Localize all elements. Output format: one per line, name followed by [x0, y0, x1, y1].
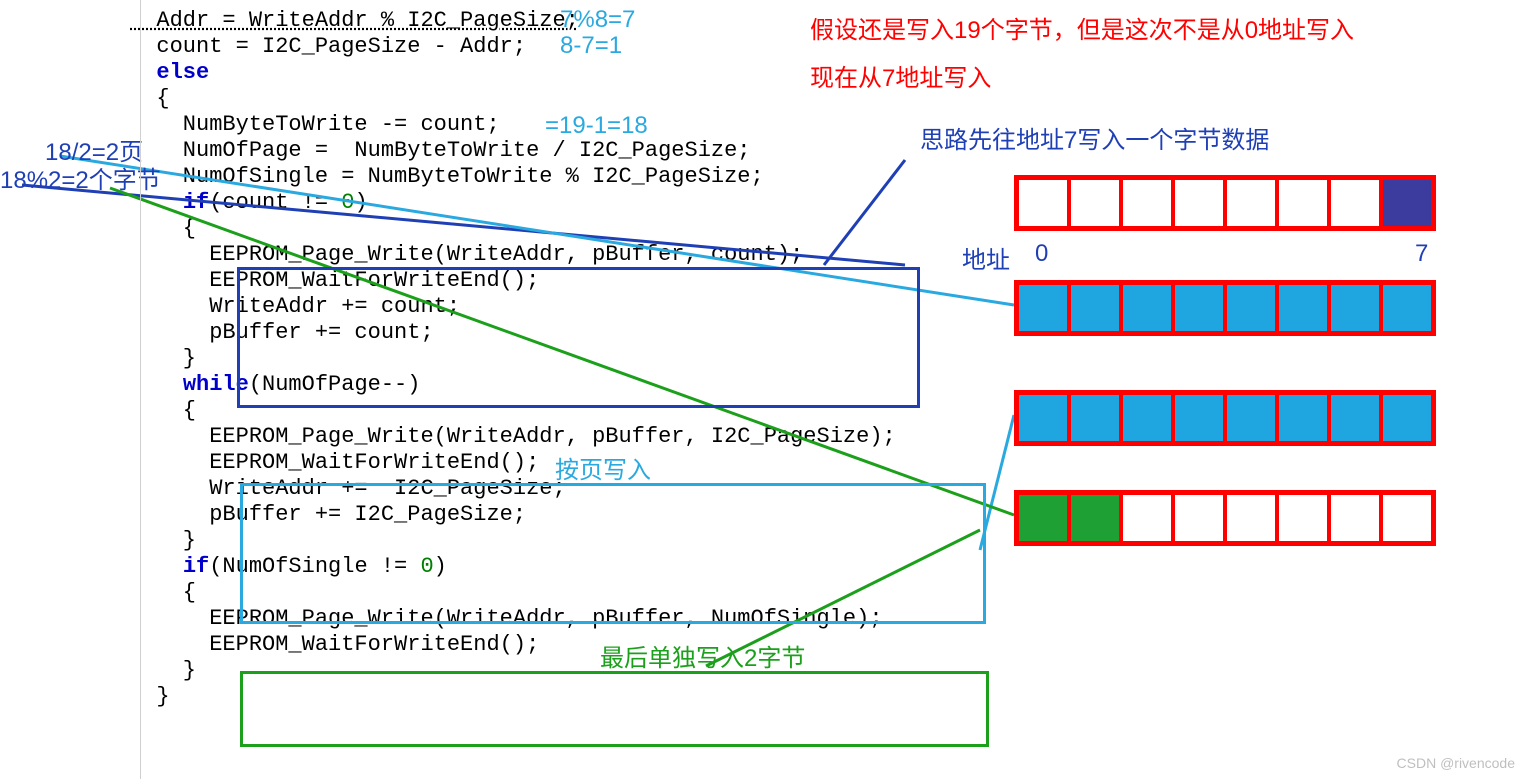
memory-cell [1069, 393, 1121, 443]
memory-cell [1173, 393, 1225, 443]
memory-cell [1017, 283, 1069, 333]
annotation: 假设还是写入19个字节，但是这次不是从0地址写入 [810, 10, 1354, 45]
gutter-border [128, 0, 141, 779]
memory-page-row [1014, 280, 1436, 336]
box-single [240, 671, 989, 747]
code-line: else [130, 60, 896, 86]
memory-cell [1173, 283, 1225, 333]
code-token: 0 [341, 190, 354, 215]
annotation: 最后单独写入2字节 [600, 638, 805, 673]
annotation: 现在从7地址写入 [810, 58, 991, 93]
code-line: EEPROM_Page_Write(WriteAddr, pBuffer, co… [130, 242, 896, 268]
memory-cell [1173, 178, 1225, 228]
code-line: { [130, 86, 896, 112]
annotation: 7%8=7 [560, 6, 635, 34]
code-token: EEPROM_WaitForWriteEnd(); [130, 450, 539, 475]
memory-cell [1225, 178, 1277, 228]
memory-cell [1069, 178, 1121, 228]
box-while [240, 483, 986, 624]
code-token: if [183, 190, 209, 215]
memory-cell [1121, 283, 1173, 333]
code-token: ) [354, 190, 367, 215]
memory-cell [1329, 493, 1381, 543]
memory-cell [1277, 493, 1329, 543]
code-line: if(count != 0) [130, 190, 896, 216]
memory-cell [1017, 178, 1069, 228]
code-line: NumByteToWrite -= count; [130, 112, 896, 138]
code-line: { [130, 216, 896, 242]
memory-cell [1329, 283, 1381, 333]
code-line: NumOfSingle = NumByteToWrite % I2C_PageS… [130, 164, 896, 190]
memory-cell [1173, 493, 1225, 543]
annotation: 8-7=1 [560, 32, 622, 60]
code-line: NumOfPage = NumByteToWrite / I2C_PageSiz… [130, 138, 896, 164]
memory-cell [1121, 178, 1173, 228]
memory-cell [1277, 283, 1329, 333]
memory-cell [1277, 393, 1329, 443]
box-if-count [237, 267, 920, 408]
code-token: NumByteToWrite -= count; [130, 112, 500, 137]
memory-cell [1381, 493, 1433, 543]
memory-cell [1329, 178, 1381, 228]
annotation: 7 [1415, 240, 1428, 268]
memory-cell [1225, 493, 1277, 543]
memory-cell [1225, 393, 1277, 443]
memory-cell [1381, 393, 1433, 443]
code-token: NumOfPage = NumByteToWrite / I2C_PageSiz… [130, 138, 751, 163]
code-token: NumOfSingle = NumByteToWrite % I2C_PageS… [130, 164, 764, 189]
memory-cell [1121, 393, 1173, 443]
memory-page-row [1014, 390, 1436, 446]
code-token: EEPROM_WaitForWriteEnd(); [130, 632, 539, 657]
code-token: count = I2C_PageSize - Addr; [130, 34, 526, 59]
memory-cell [1017, 493, 1069, 543]
code-line: EEPROM_Page_Write(WriteAddr, pBuffer, I2… [130, 424, 896, 450]
code-line: count = I2C_PageSize - Addr; [130, 34, 896, 60]
code-token: EEPROM_Page_Write(WriteAddr, pBuffer, I2… [130, 424, 896, 449]
annotation: 按页写入 [555, 450, 651, 485]
code-line: EEPROM_WaitForWriteEnd(); [130, 450, 896, 476]
code-token: if [183, 554, 209, 579]
memory-cell [1277, 178, 1329, 228]
memory-page-row [1014, 490, 1436, 546]
memory-cell [1017, 393, 1069, 443]
memory-cell [1069, 283, 1121, 333]
watermark: CSDN @rivencode [1397, 755, 1515, 771]
code-token: Addr = WriteAddr % I2C_PageSize; [130, 8, 579, 33]
memory-cell [1069, 493, 1121, 543]
code-token: EEPROM_Page_Write(WriteAddr, pBuffer, co… [130, 242, 803, 267]
memory-cell [1225, 283, 1277, 333]
memory-cell [1121, 493, 1173, 543]
code-token: (count != [209, 190, 341, 215]
memory-cell [1381, 178, 1433, 228]
memory-cell [1329, 393, 1381, 443]
annotation: 0 [1035, 240, 1048, 268]
memory-page-row [1014, 175, 1436, 231]
annotation: 地址 [962, 240, 1010, 275]
code-token: else [156, 60, 209, 85]
annotation: 思路先往地址7写入一个字节数据 [920, 120, 1269, 155]
code-line: Addr = WriteAddr % I2C_PageSize; [130, 8, 896, 34]
annotation: =19-1=18 [545, 112, 648, 140]
memory-cell [1381, 283, 1433, 333]
